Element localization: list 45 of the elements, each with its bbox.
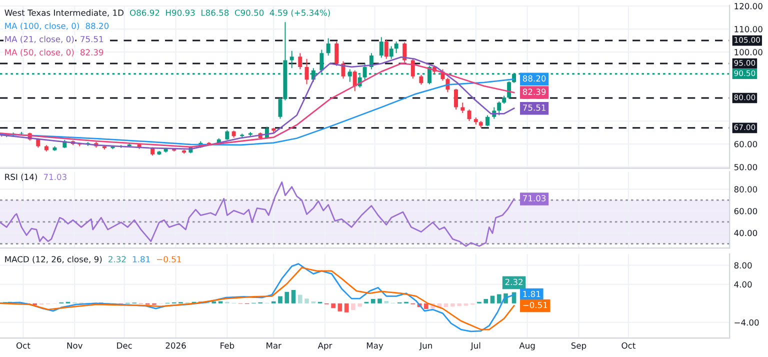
chart-subtitle: O86.92 H90.93 L86.58 C90.50 4.59 (+5.34%) xyxy=(130,9,330,17)
x-tick-label: Mar xyxy=(266,342,282,349)
data-label: 71.03 xyxy=(523,195,546,202)
y-tick-label: 50.00 xyxy=(734,164,758,170)
x-tick-label: Oct xyxy=(622,342,636,349)
x-tick-label: 2026 xyxy=(166,342,186,349)
chart-title: MACD (12, 26, close, 9) xyxy=(5,256,102,264)
x-tick-label: Jul xyxy=(470,342,480,350)
x-tick-label: Aug xyxy=(519,342,535,350)
x-tick-label: Nov xyxy=(67,342,82,349)
x-tick-label: Jun xyxy=(419,342,432,350)
text: 71.03 xyxy=(44,174,66,180)
chart-title: RSI (14) xyxy=(5,174,37,182)
y-tick-label: 110.00 xyxy=(734,26,762,32)
x-tick-label: Sep xyxy=(571,342,586,350)
chart-title: West Texas Intermediate, 1D xyxy=(4,9,124,17)
text: MA (50, close, 0) xyxy=(5,49,74,56)
y-tick-label: 60.00 xyxy=(734,208,758,214)
y-tick-label: 60.00 xyxy=(734,140,758,148)
text: 2.32 xyxy=(108,256,126,262)
text: MA (100, close, 0) xyxy=(5,22,79,30)
y-tick-label: 120.00 xyxy=(734,3,762,10)
data-label: −0.51 xyxy=(523,302,548,308)
text: 82.39 xyxy=(80,49,104,56)
data-label: 88.20 xyxy=(522,75,546,82)
y-tick-label: 4.00 xyxy=(734,281,752,288)
y-tick-label: −4.00 xyxy=(734,319,759,326)
data-label: 82.39 xyxy=(522,88,546,95)
y-tick-label: 8.00 xyxy=(734,262,752,269)
text: 75.51 xyxy=(80,36,104,42)
x-tick-label: Oct xyxy=(16,342,30,349)
text: 88.20 xyxy=(86,22,109,30)
x-tick-label: Dec xyxy=(117,342,132,349)
text: MA (21, close, 0) xyxy=(5,36,74,44)
x-tick-label: May xyxy=(366,342,384,350)
y-tick-label: 100.00 xyxy=(734,49,762,56)
x-tick-label: Apr xyxy=(318,342,332,350)
data-label: 75.51 xyxy=(523,104,546,111)
y-tick-label: 40.00 xyxy=(734,230,758,236)
text: −0.51 xyxy=(157,256,181,262)
y-tick-label: 80.00 xyxy=(734,186,758,192)
x-tick-label: Feb xyxy=(220,342,234,349)
data-label: 2.32 xyxy=(505,278,522,286)
text: 1.81 xyxy=(132,256,150,262)
data-label: 1.81 xyxy=(523,290,540,298)
